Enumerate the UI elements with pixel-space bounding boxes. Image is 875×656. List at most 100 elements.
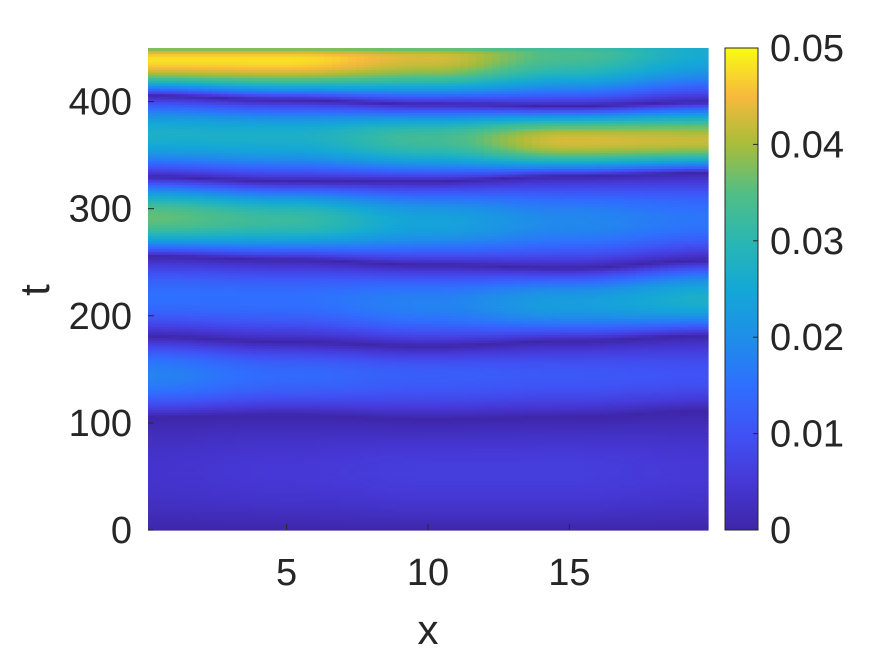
heatmap-cell — [452, 430, 461, 435]
heatmap-cell — [596, 505, 605, 510]
heatmap-cell — [220, 503, 229, 507]
heatmap-cell — [564, 521, 573, 526]
heatmap-cell — [396, 449, 405, 453]
heatmap-cell — [652, 511, 661, 515]
heatmap-cell — [204, 449, 213, 453]
heatmap-cell — [692, 500, 701, 504]
heatmap-cell — [316, 428, 325, 432]
heatmap-cell — [532, 468, 541, 472]
heatmap-cell — [676, 465, 685, 470]
heatmap-cell — [268, 521, 277, 526]
heatmap-cell — [484, 455, 493, 459]
heatmap-cell — [508, 481, 517, 486]
heatmap-cell — [260, 489, 269, 494]
heatmap-cell — [316, 444, 325, 448]
heatmap-cell — [412, 436, 421, 440]
heatmap-cell — [452, 471, 461, 475]
heatmap-cell — [228, 527, 237, 531]
heatmap-cell — [636, 524, 645, 528]
heatmap-cell — [252, 476, 261, 480]
heatmap-cell — [572, 511, 581, 515]
heatmap-cell — [476, 511, 485, 515]
heatmap-cell — [316, 441, 325, 445]
heatmap-cell — [500, 441, 509, 445]
heatmap-cell — [268, 473, 277, 478]
heatmap-cell — [172, 473, 181, 478]
heatmap-cell — [228, 479, 237, 483]
heatmap-cell — [148, 508, 157, 512]
heatmap-cell — [388, 503, 397, 507]
heatmap-cell — [380, 468, 389, 472]
heatmap-cell — [596, 497, 605, 502]
heatmap-cell — [492, 495, 501, 499]
heatmap-cell — [644, 476, 653, 480]
heatmap-cell — [628, 505, 637, 510]
heatmap-cell — [428, 457, 437, 461]
heatmap-cell — [276, 433, 285, 437]
heatmap-cell — [596, 503, 605, 507]
heatmap-cell — [556, 473, 565, 478]
heatmap-cell — [564, 471, 573, 475]
heatmap-cell — [340, 516, 349, 520]
heatmap-cell — [332, 527, 341, 531]
heatmap-cell — [452, 473, 461, 478]
heatmap-cell — [412, 465, 421, 470]
heatmap-cell — [572, 476, 581, 480]
heatmap-cell — [556, 516, 565, 520]
heatmap-cell — [372, 516, 381, 520]
heatmap-cell — [188, 441, 197, 445]
heatmap-cell — [148, 446, 157, 451]
heatmap-cell — [484, 479, 493, 483]
heatmap-cell — [564, 444, 573, 448]
heatmap-cell — [436, 457, 445, 461]
heatmap-cell — [476, 468, 485, 472]
heatmap-cell — [428, 460, 437, 464]
heatmap-cell — [324, 441, 333, 445]
heatmap-cell — [468, 460, 477, 464]
heatmap-cell — [492, 468, 501, 472]
heatmap-cell — [340, 495, 349, 499]
heatmap-cell — [372, 489, 381, 494]
heatmap-cell — [388, 489, 397, 494]
heatmap-cell — [268, 438, 277, 443]
heatmap-cell — [156, 489, 165, 494]
heatmap-cell — [700, 444, 709, 448]
heatmap-cell — [284, 500, 293, 504]
heatmap-cell — [556, 524, 565, 528]
heatmap-cell — [500, 511, 509, 515]
heatmap-cell — [396, 516, 405, 520]
heatmap-cell — [436, 471, 445, 475]
heatmap-cell — [548, 487, 557, 491]
heatmap-cell — [548, 463, 557, 467]
heatmap-cell — [668, 479, 677, 483]
heatmap-cell — [244, 505, 253, 510]
heatmap-cell — [428, 428, 437, 432]
heatmap-cell — [692, 471, 701, 475]
heatmap-cell — [532, 436, 541, 440]
heatmap-cell — [604, 449, 613, 453]
heatmap-cell — [700, 524, 709, 528]
heatmap-cell — [412, 446, 421, 451]
heatmap-cell — [444, 489, 453, 494]
heatmap-cell — [492, 500, 501, 504]
heatmap-cell — [300, 516, 309, 520]
heatmap-cell — [436, 446, 445, 451]
heatmap-cell — [260, 487, 269, 491]
heatmap-cell — [148, 519, 157, 523]
heatmap-cell — [324, 433, 333, 437]
heatmap-cell — [380, 473, 389, 478]
heatmap-cell — [684, 430, 693, 435]
heatmap-cell — [572, 457, 581, 461]
heatmap-cell — [588, 446, 597, 451]
heatmap-cell — [612, 519, 621, 523]
heatmap-cell — [300, 449, 309, 453]
heatmap-cell — [396, 430, 405, 435]
heatmap-cell — [564, 457, 573, 461]
heatmap-cell — [596, 444, 605, 448]
heatmap-cell — [668, 457, 677, 461]
heatmap-cell — [588, 503, 597, 507]
heatmap-cell — [228, 489, 237, 494]
heatmap-cell — [148, 430, 157, 435]
heatmap-cell — [540, 500, 549, 504]
